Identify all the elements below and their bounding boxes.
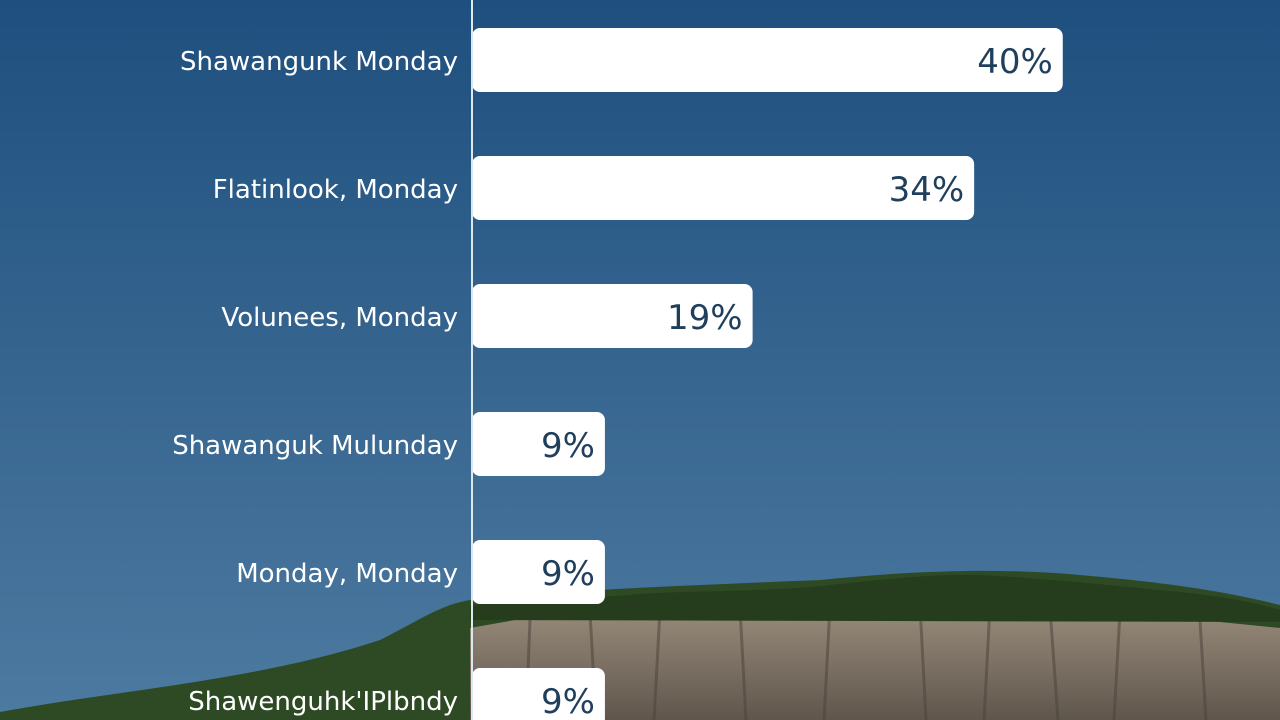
bar-value-label-3: 19%: [667, 298, 743, 338]
bar-value-label-1: 40%: [977, 42, 1053, 82]
category-label-5: Monday, Monday: [236, 559, 458, 589]
bar-1: [472, 28, 1063, 92]
bar-6: [472, 668, 605, 720]
bar-value-label-6: 9%: [541, 682, 595, 720]
category-label-2: Flatinlook, Monday: [213, 175, 458, 205]
category-label-4: Shawanguk Mulunday: [172, 431, 458, 461]
category-label-1: Shawangunk Monday: [180, 47, 458, 77]
cliff-face: [470, 604, 1280, 720]
bar-5: [472, 540, 605, 604]
cliff-fissures: [524, 604, 1208, 720]
bar-4: [472, 412, 605, 476]
treeline-top: [470, 574, 1280, 622]
bar-value-label-5: 9%: [541, 554, 595, 594]
category-label-3: Volunees, Monday: [221, 303, 458, 333]
bar-3: [472, 284, 753, 348]
bars-layer: [472, 28, 1063, 720]
bar-2: [472, 156, 975, 220]
labels-layer: 40% Shawangunk Monday 34% Flatinlook, Monda…: [172, 42, 1053, 720]
bar-value-label-4: 9%: [541, 426, 595, 466]
bar-value-label-2: 34%: [889, 170, 965, 210]
category-label-6: Shawenguhk'IPlbndy: [188, 687, 458, 717]
